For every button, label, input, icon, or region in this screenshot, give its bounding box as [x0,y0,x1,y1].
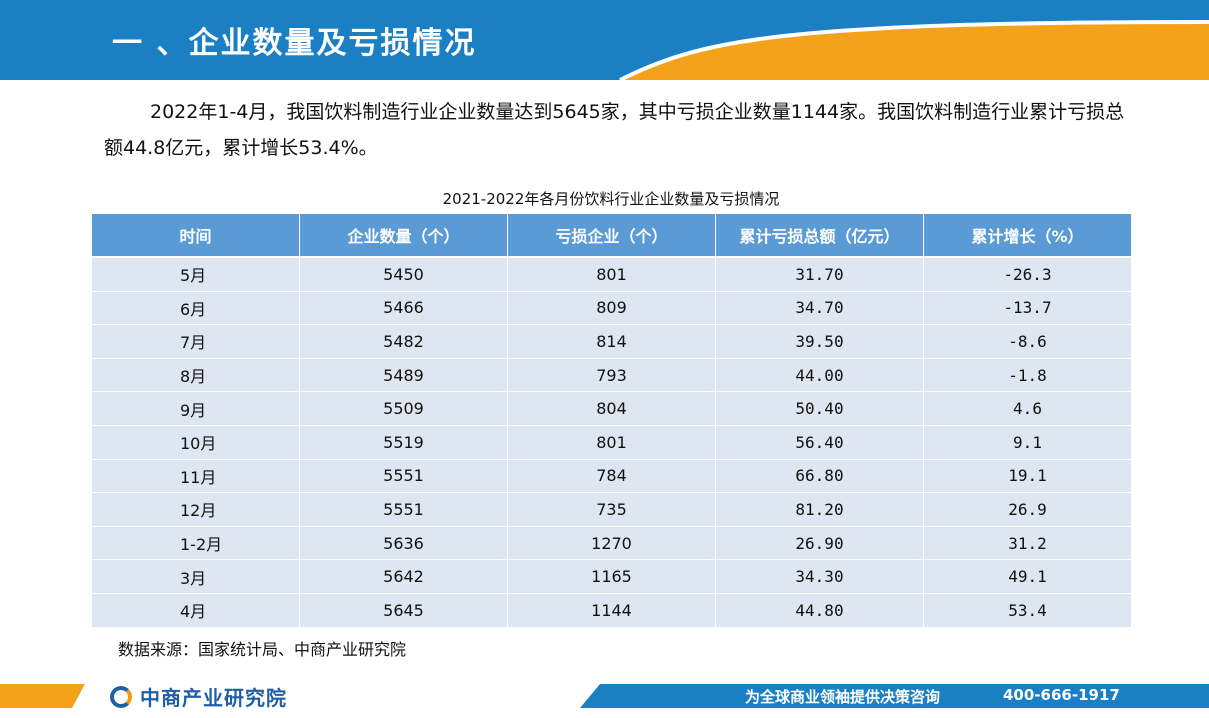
table-cell: 1144 [507,592,716,628]
table-cell: 44.00 [715,357,924,393]
table-cell: 5489 [299,357,508,393]
table-row: 3月 5642 1165 34.30 49.1 [91,559,1132,594]
table-cell: -13.7 [923,290,1132,326]
table-row: 5月 5450 801 31.70 -26.3 [91,256,1132,292]
table-cell: 26.9 [923,492,1132,527]
table-header-row: 时间 企业数量（个） 亏损企业（个） 累计亏损总额（亿元） 累计增长（%） [91,214,1132,258]
table-cell: 7月 [91,324,300,359]
table-cell: 1165 [507,559,716,594]
table-cell: 31.70 [715,256,924,292]
table-row: 8月 5489 793 44.00 -1.8 [91,357,1132,393]
header-background [0,0,1209,80]
footer-phone: 400-666-1917 [1003,686,1120,704]
footer-slogan: 为全球商业领袖提供决策咨询 [745,688,941,706]
table-cell: 735 [507,492,716,527]
table-row: 9月 5509 804 50.40 4.6 [91,391,1132,426]
table-cell: 5519 [299,424,508,460]
header-banner: 一 、企业数量及亏损情况 [0,0,1209,80]
table-cell: 50.40 [715,391,924,426]
intro-paragraph: 2022年1-4月，我国饮料制造行业企业数量达到5645家，其中亏损企业数量11… [104,101,1125,159]
table-cell: 809 [507,290,716,326]
table-cell: 4.6 [923,391,1132,426]
logo-text: 中商产业研究院 [140,686,287,710]
table-cell: 5月 [91,256,300,292]
table-cell: 5551 [299,492,508,527]
table-row: 11月 5551 784 66.80 19.1 [91,458,1132,494]
table-cell: 34.30 [715,559,924,594]
table-cell: 66.80 [715,458,924,494]
page-title: 一 、企业数量及亏损情况 [112,26,477,61]
logo-icon [110,685,132,708]
table-cell: 9月 [91,391,300,426]
data-source-note: 数据来源：国家统计局、中商产业研究院 [118,640,407,659]
table-cell: 4月 [91,592,300,628]
column-header-loss-companies: 亏损企业（个） [507,214,716,258]
table-cell: 793 [507,357,716,393]
footer-bar [0,676,1209,718]
table-cell: 3月 [91,559,300,594]
table-cell: 801 [507,424,716,460]
table-cell: 12月 [91,492,300,527]
table-body: 5月 5450 801 31.70 -26.3 6月 5466 809 34.70 -13.7 7月… [91,256,1132,628]
table-cell: 5551 [299,458,508,494]
table-row: 12月 5551 735 81.20 26.9 [91,492,1132,527]
table-cell: 814 [507,324,716,359]
footer-background [0,684,1209,708]
table-cell: 53.4 [923,592,1132,628]
table-cell: 56.40 [715,424,924,460]
table-cell: 6月 [91,290,300,326]
table-cell: 5466 [299,290,508,326]
table-cell: 8月 [91,357,300,393]
table-row: 4月 5645 1144 44.80 53.4 [91,592,1132,628]
table-cell: 5482 [299,324,508,359]
table-cell: 5509 [299,391,508,426]
table-cell: 1-2月 [91,525,300,561]
column-header-company-count: 企业数量（个） [299,214,508,258]
table-row: 6月 5466 809 34.70 -13.7 [91,290,1132,326]
table-cell: 31.2 [923,525,1132,561]
table-cell: 801 [507,256,716,292]
company-logo: 中商产业研究院 [110,682,287,711]
column-header-growth: 累计增长（%） [923,214,1132,258]
data-table: 时间 企业数量（个） 亏损企业（个） 累计亏损总额（亿元） 累计增长（%） 5月… [91,214,1132,628]
table-cell: 26.90 [715,525,924,561]
table-cell: 44.80 [715,592,924,628]
table-cell: -1.8 [923,357,1132,393]
table-cell: 9.1 [923,424,1132,460]
table-cell: 19.1 [923,458,1132,494]
column-header-time: 时间 [91,214,300,258]
table-cell: -8.6 [923,324,1132,359]
table-cell: 784 [507,458,716,494]
table-cell: 49.1 [923,559,1132,594]
table-cell: 34.70 [715,290,924,326]
table-caption: 2021-2022年各月份饮料行业企业数量及亏损情况 [442,190,780,208]
column-header-total-loss: 累计亏损总额（亿元） [715,214,924,258]
table-row: 10月 5519 801 56.40 9.1 [91,424,1132,460]
table-row: 7月 5482 814 39.50 -8.6 [91,324,1132,359]
table-cell: 1270 [507,525,716,561]
table-cell: 804 [507,391,716,426]
table-cell: 81.20 [715,492,924,527]
table-row: 1-2月 5636 1270 26.90 31.2 [91,525,1132,561]
table-cell: -26.3 [923,256,1132,292]
table-cell: 5636 [299,525,508,561]
table-cell: 10月 [91,424,300,460]
table-cell: 5645 [299,592,508,628]
table-cell: 5642 [299,559,508,594]
table-cell: 39.50 [715,324,924,359]
table-cell: 11月 [91,458,300,494]
table-cell: 5450 [299,256,508,292]
